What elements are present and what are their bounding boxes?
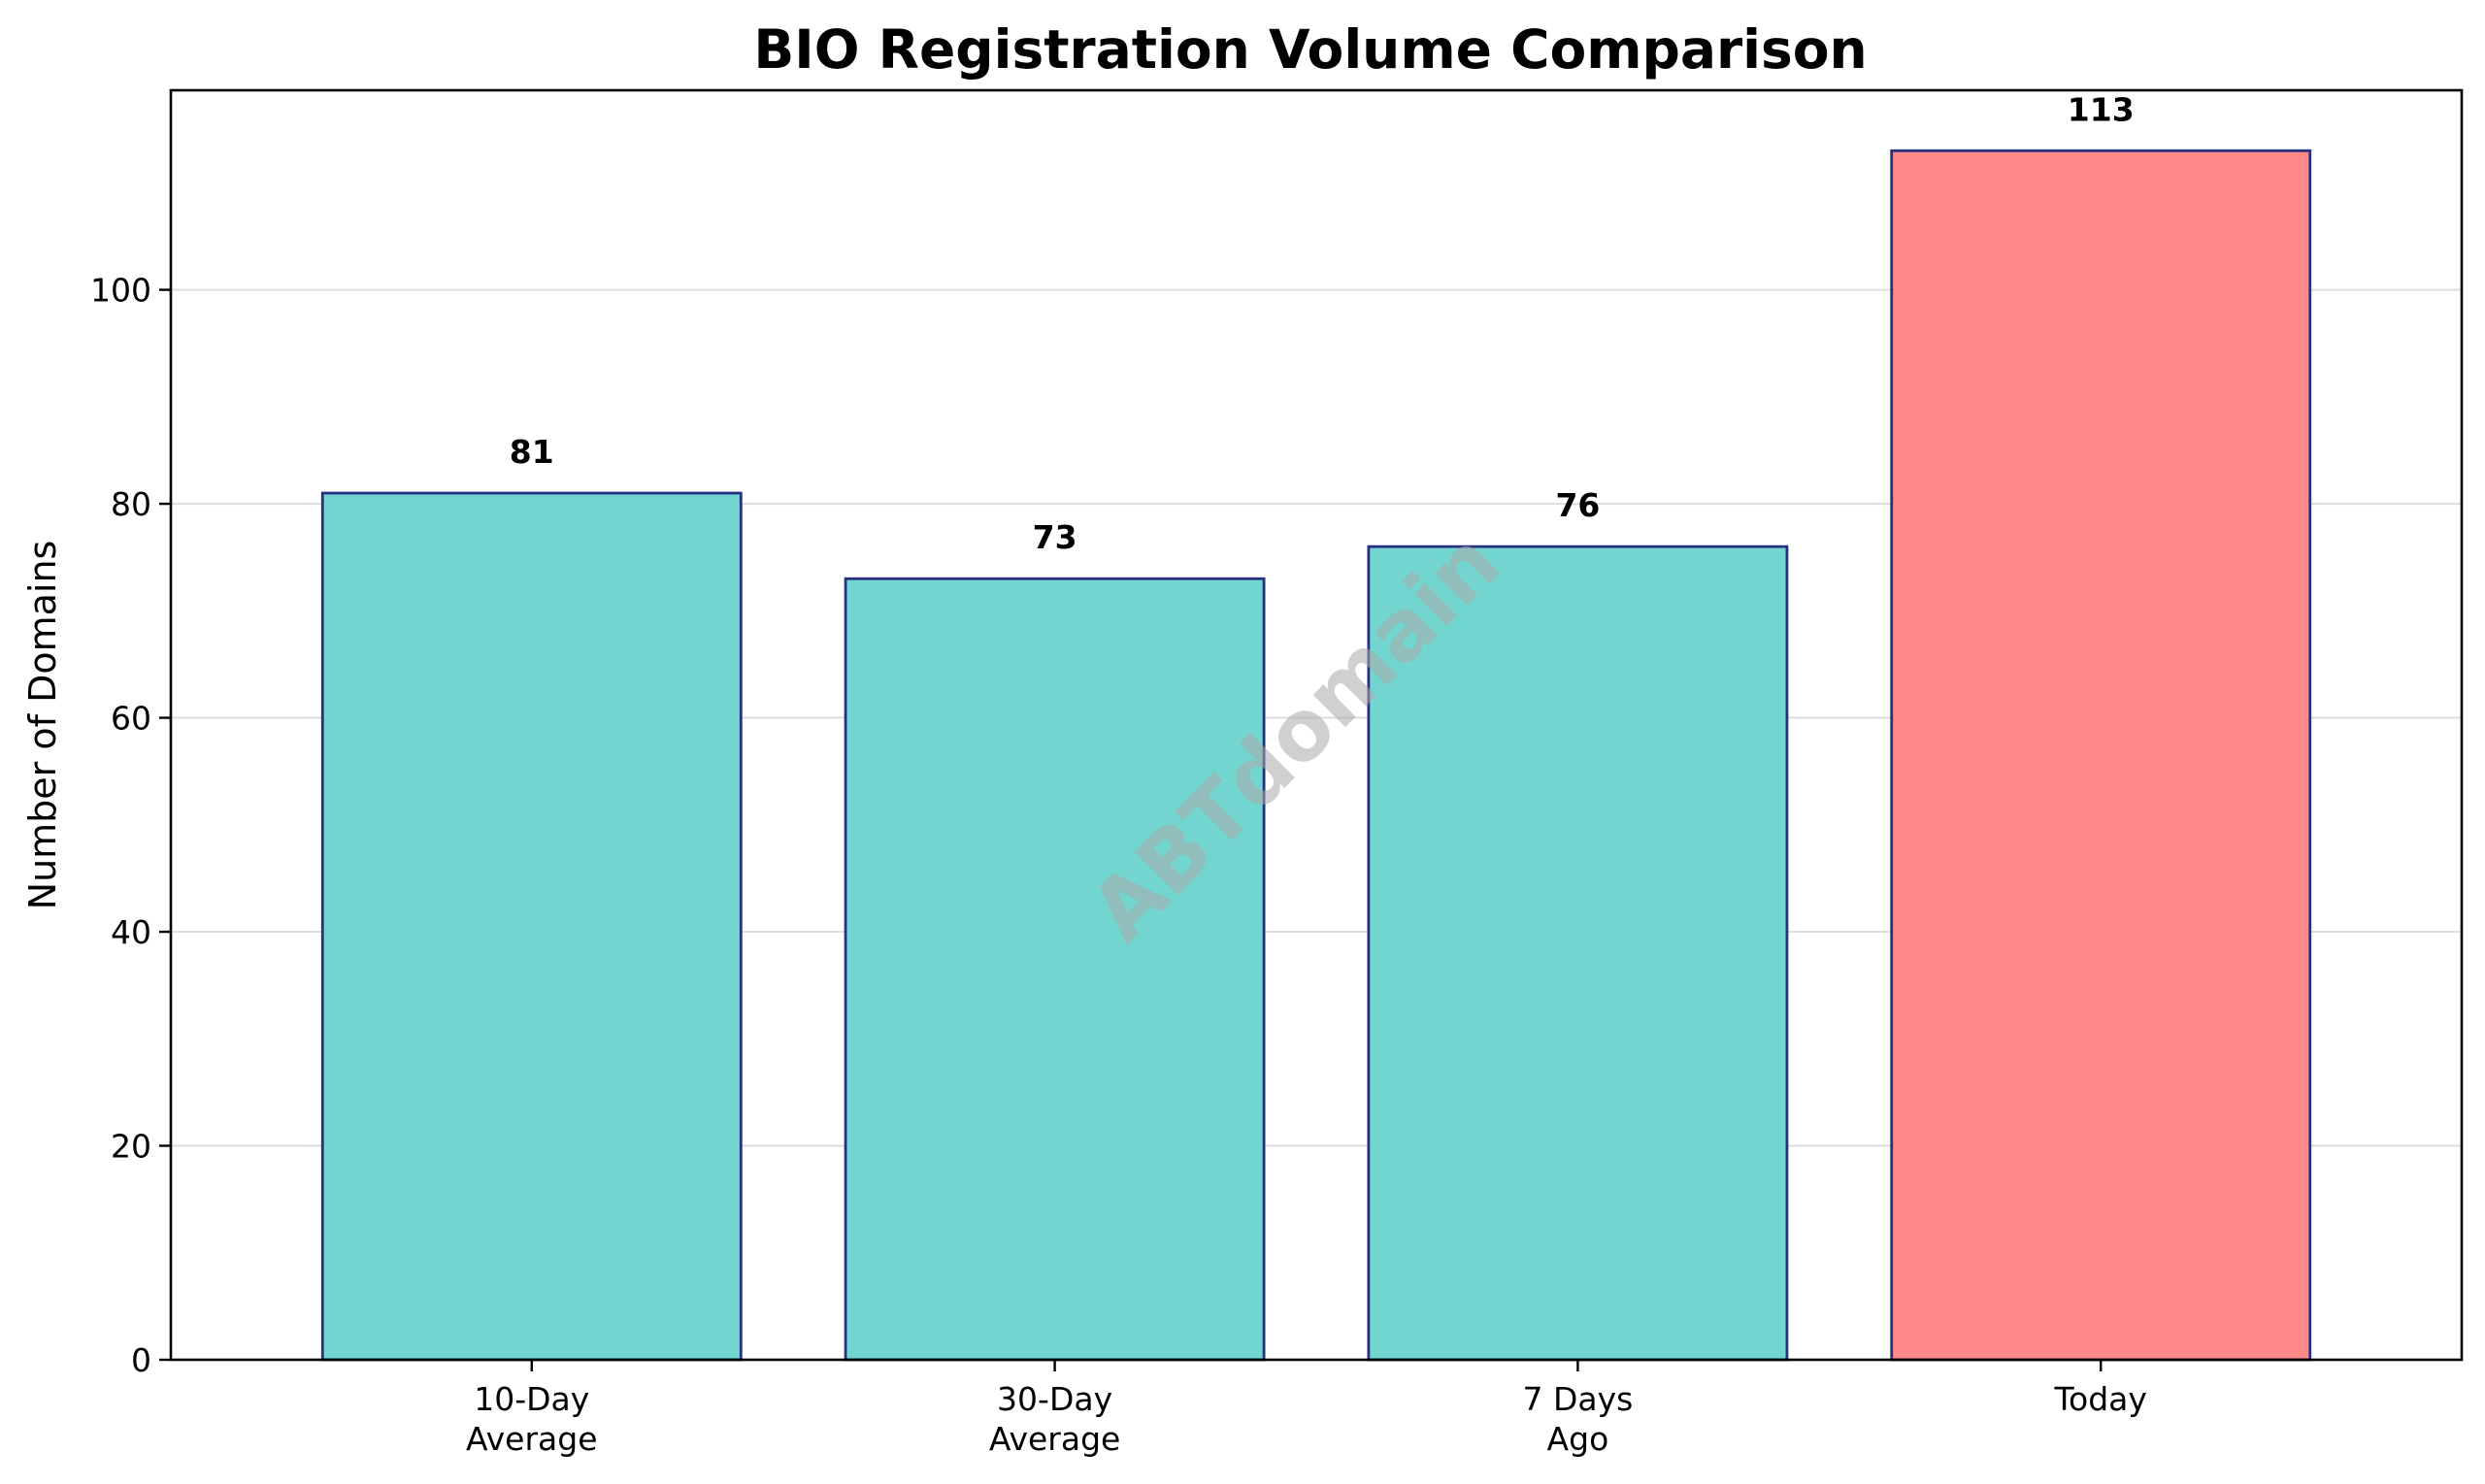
plot-frame (169, 88, 2464, 1362)
bar-value-label: 113 (2068, 90, 2135, 128)
x-tick-label: 7 Days Ago (1522, 1380, 1633, 1458)
chart-title: BIO Registration Volume Comparison (753, 18, 1867, 81)
x-tick-label: 10-Day Average (466, 1380, 598, 1458)
x-tick-label: Today (2053, 1380, 2146, 1418)
bar-value-label: 81 (510, 433, 554, 471)
bars (320, 148, 2312, 1362)
y-tick-label: 40 (111, 913, 151, 951)
bar-value-label: 73 (1033, 518, 1077, 556)
x-axis-ticks: 10-Day Average 30-Day Average 7 Days Ago Today (466, 1360, 2147, 1458)
y-tick-label: 20 (111, 1128, 151, 1166)
y-tick-label: 60 (111, 700, 151, 738)
bar (844, 577, 1266, 1362)
y-tick-label: 80 (111, 485, 151, 523)
bar (320, 491, 743, 1362)
bar (1890, 148, 2312, 1362)
bar-value-label: 76 (1555, 486, 1600, 524)
y-axis-label: Number of Domains (21, 541, 64, 910)
bar (1367, 544, 1789, 1362)
y-tick-label: 0 (131, 1341, 151, 1379)
x-tick-label: 30-Day Average (989, 1380, 1121, 1458)
y-tick-label: 100 (90, 272, 151, 310)
y-axis-ticks: 0 20 40 60 80 100 (90, 272, 171, 1379)
value-labels: 81 73 76 113 (510, 90, 2135, 556)
